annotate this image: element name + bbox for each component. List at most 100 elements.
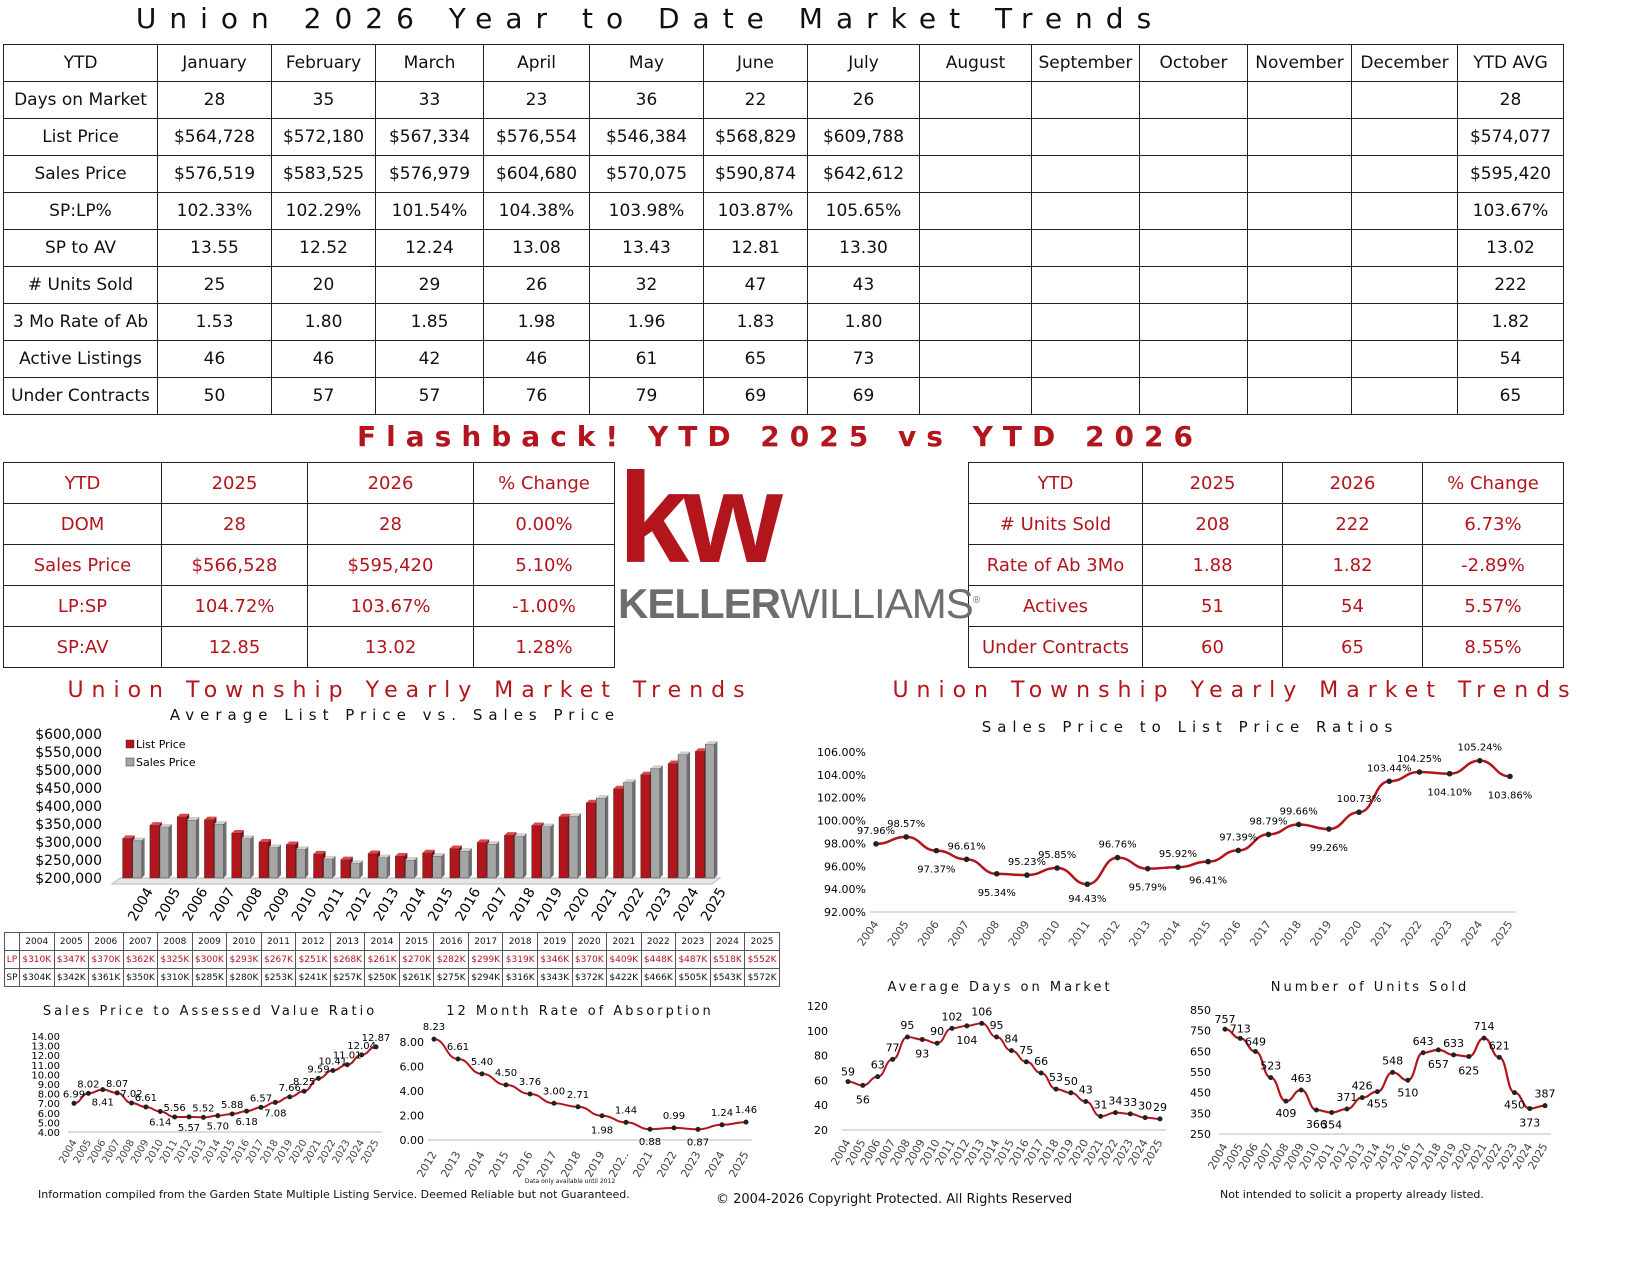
bar-top	[531, 822, 544, 826]
data-point	[85, 1090, 91, 1096]
table-cell: 47	[703, 266, 808, 304]
table-cell: 102.33%	[157, 192, 272, 230]
data-label: 95	[990, 1019, 1004, 1032]
year-table-row: LP $310K $347K $370K $362K $325K $300K $293K $26…	[4, 950, 780, 969]
table-row: SP:AV 12.85 13.02 1.28%	[3, 626, 615, 668]
y-tick-label: 7.00	[38, 1099, 60, 1110]
data-point	[1008, 1048, 1014, 1054]
data-label: 0.87	[687, 1137, 709, 1148]
data-label: 1.24	[711, 1108, 733, 1119]
y-tick-label: 94.00%	[824, 883, 866, 896]
table-cell: 25	[157, 266, 272, 304]
table-cell: -1.00%	[473, 585, 615, 627]
table-cell: $595,420	[1457, 155, 1564, 193]
table-cell: 12.52	[271, 229, 376, 267]
y-tick-label: 850	[1190, 1004, 1211, 1017]
table-cell	[1139, 155, 1248, 193]
bar-side	[605, 795, 609, 878]
data-point	[599, 1113, 605, 1119]
bar-top	[214, 821, 227, 824]
table-cell: 105.65%	[807, 192, 920, 230]
footer-copyright: © 2004-2026 Copyright Protected. All Rig…	[716, 1192, 1073, 1207]
y-tick-label: $300,000	[35, 835, 102, 851]
column-header: YTD AVG	[1457, 44, 1564, 82]
bar-side	[578, 813, 581, 878]
table-cell	[1247, 118, 1352, 156]
x-tick-label: 2025	[698, 885, 730, 924]
x-tick-label: 2013	[438, 1149, 463, 1180]
data-label: 2.71	[567, 1090, 589, 1101]
table-cell: 103.98%	[589, 192, 704, 230]
data-label: 1.44	[615, 1105, 637, 1116]
data-point	[301, 1088, 307, 1094]
year-table-cell: $362K	[122, 950, 159, 969]
table-cell	[1031, 303, 1140, 341]
y-tick-label: 6.00	[38, 1109, 60, 1120]
data-label: 548	[1382, 1054, 1403, 1067]
data-point	[1326, 826, 1332, 832]
data-point	[344, 1062, 350, 1068]
column-header: 2025	[1142, 462, 1283, 504]
data-point	[1298, 1087, 1304, 1093]
bar-list-price	[340, 859, 351, 879]
table-row: Sales Price $576,519 $583,525 $576,979 $604,…	[3, 155, 1564, 193]
y-tick-label: 350	[1190, 1107, 1211, 1120]
bar-top	[640, 771, 653, 775]
data-point	[875, 1074, 881, 1080]
bar-top	[368, 850, 381, 854]
data-label: 96.41%	[1189, 876, 1227, 887]
data-label: 66	[1034, 1055, 1048, 1068]
bar-sales-price	[486, 843, 497, 879]
data-point	[1053, 1086, 1059, 1092]
column-header: 2025	[161, 462, 308, 504]
table-cell: 50	[157, 377, 272, 415]
x-tick-label: 2009	[1006, 918, 1033, 948]
year-table-cell: $253K	[260, 968, 297, 987]
bar-sales-price	[650, 767, 661, 879]
table-cell: 13.08	[483, 229, 590, 267]
bar-top	[432, 853, 445, 857]
data-point	[1390, 1069, 1396, 1075]
y-tick-label: $350,000	[35, 817, 102, 833]
x-tick-label: 2020	[562, 885, 594, 924]
data-point	[258, 1104, 264, 1110]
data-label: 63	[871, 1059, 885, 1072]
table-cell: 46	[483, 340, 590, 378]
data-point	[1084, 881, 1091, 888]
year-table-cell: $543K	[709, 968, 746, 987]
row-label: LP:SP	[3, 585, 162, 627]
table-cell	[1139, 192, 1248, 230]
row-label: SP:LP%	[3, 192, 158, 230]
header-row: YTD January February March April May June July A…	[3, 44, 1564, 82]
bar-side	[168, 823, 172, 878]
y-tick-label: $200,000	[35, 871, 102, 887]
data-point	[873, 841, 879, 847]
bar-top	[323, 855, 336, 859]
data-label: 625	[1458, 1065, 1479, 1078]
data-label: 523	[1260, 1060, 1281, 1073]
bar-sales-price	[159, 826, 170, 879]
data-label: 56	[856, 1093, 870, 1106]
row-label: # Units Sold	[3, 266, 158, 304]
year-table-cell: 2020	[571, 932, 608, 951]
year-table-cell: $347K	[53, 950, 90, 969]
data-label: 97.39%	[1219, 832, 1257, 843]
data-point	[1142, 1115, 1148, 1121]
y-tick-label: 4.00	[400, 1085, 424, 1098]
x-tick-label: 2019	[582, 1149, 607, 1180]
table-cell: 28	[161, 503, 308, 545]
table-cell	[1351, 229, 1458, 267]
y-tick-label: 11.00	[31, 1061, 60, 1072]
bar-side	[414, 857, 418, 878]
bar-list-price	[313, 853, 323, 879]
data-label: 455	[1367, 1098, 1388, 1111]
table-cell: $574,077	[1457, 118, 1564, 156]
y-tick-label: 96.00%	[824, 860, 866, 873]
flashback-title: Flashback! YTD 2025 vs YTD 2026	[357, 420, 1203, 453]
table-cell: 1.80	[271, 303, 376, 341]
data-point	[272, 1099, 278, 1105]
bar-list-price	[367, 853, 378, 879]
x-tick-label: 202..	[606, 1149, 631, 1180]
year-table-cell: 2025	[744, 932, 780, 951]
bar-sales-price	[677, 754, 688, 879]
